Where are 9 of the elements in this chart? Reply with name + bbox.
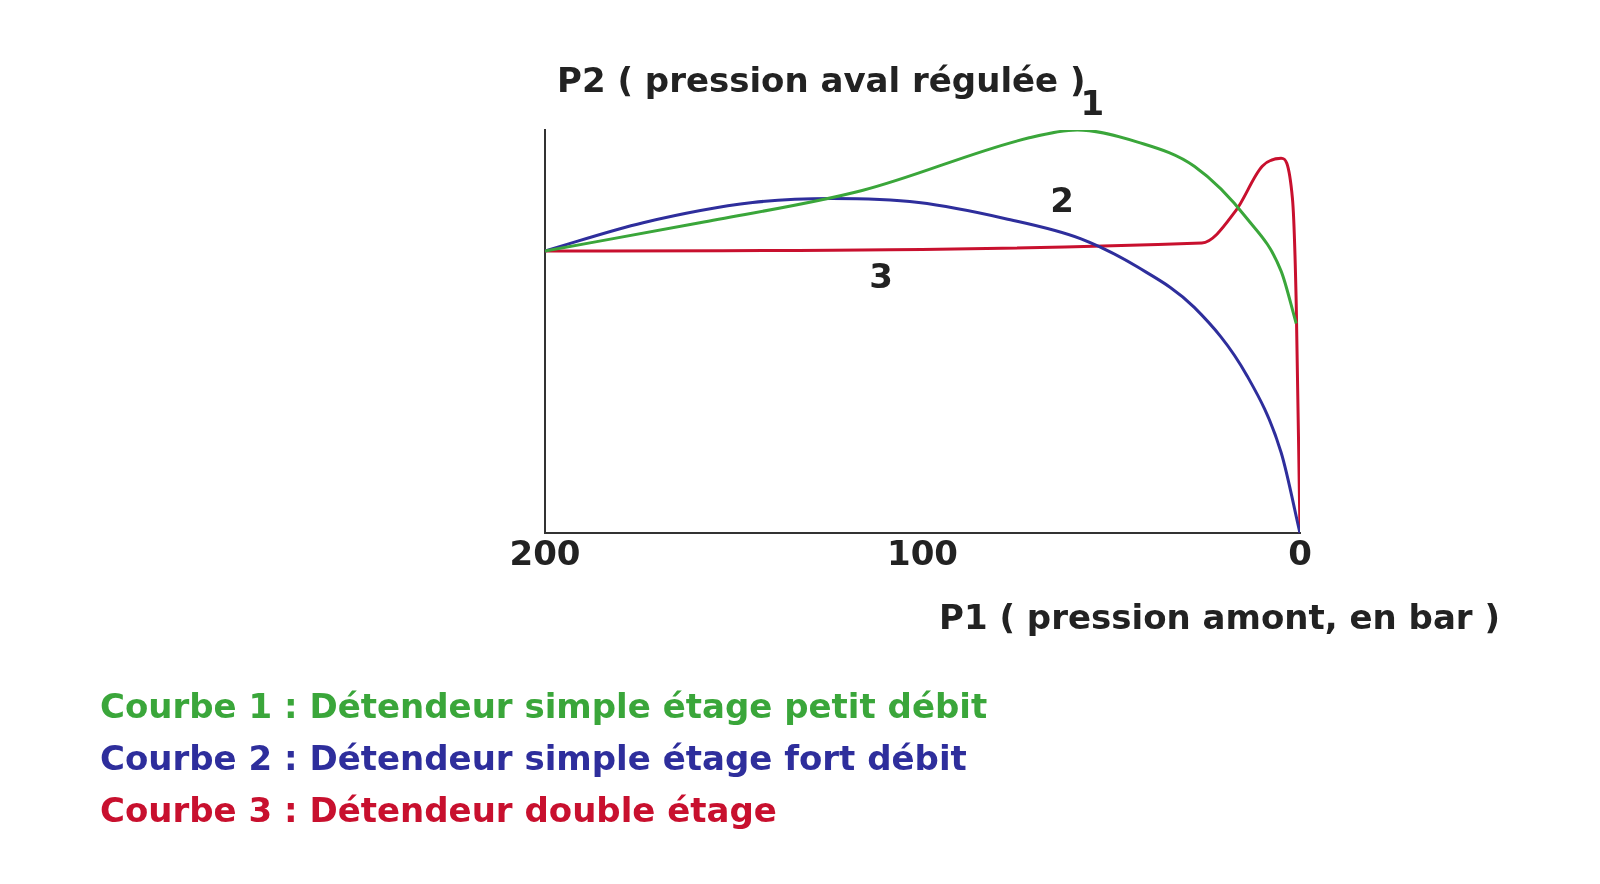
text: Courbe 2 : Détendeur simple étage fort débit xyxy=(100,737,968,780)
x-tick-label: 200 xyxy=(509,533,581,574)
annotation: 2 xyxy=(1050,179,1075,220)
x-axis-title: P1 ( pression amont, en bar ) xyxy=(939,597,1500,638)
text: Courbe 3 : Détendeur double étage xyxy=(100,789,778,832)
x-tick-label: 0 xyxy=(1288,533,1312,574)
text: Courbe 1 : Détendeur simple étage petit débit xyxy=(100,685,988,728)
x-tick-label: 100 xyxy=(887,533,958,574)
annotation: 3 xyxy=(869,255,893,296)
